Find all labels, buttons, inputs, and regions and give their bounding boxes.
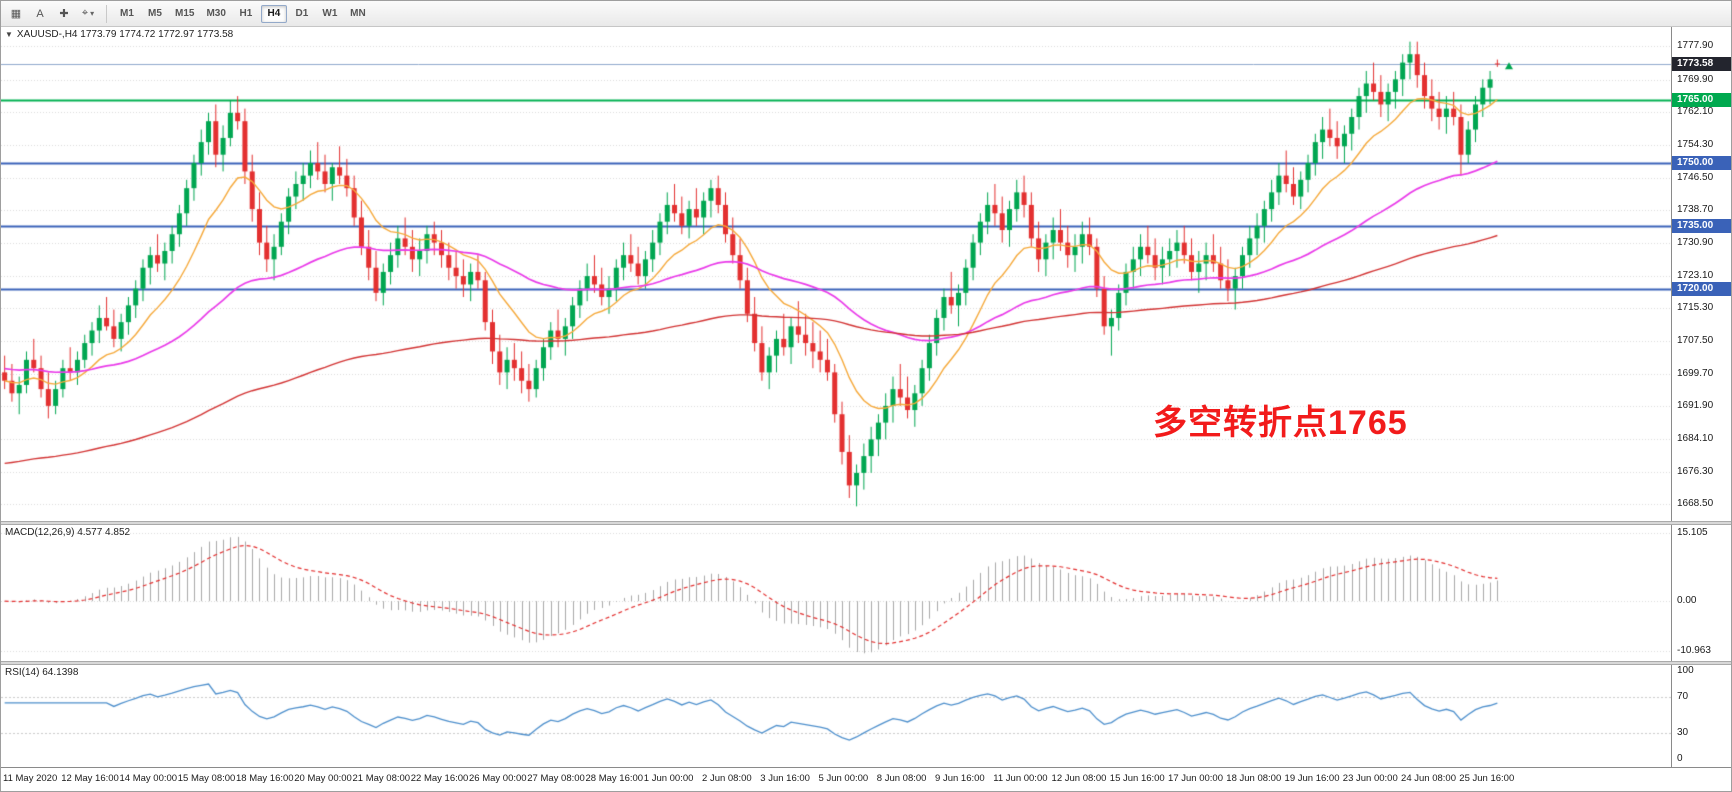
price-tag: 1720.00 xyxy=(1672,281,1731,296)
panel-divider[interactable] xyxy=(1,521,1731,525)
axis-label: 30 xyxy=(1677,726,1689,738)
rsi-axis[interactable]: 100 70 30 0 xyxy=(1671,665,1731,767)
timeframe-button-m30[interactable]: M30 xyxy=(206,8,226,19)
price-tag: 1735.00 xyxy=(1672,218,1731,233)
axis-label: 1777.90 xyxy=(1677,40,1714,52)
time-axis-label: 27 May 08:00 xyxy=(527,773,585,784)
axis-label: 1754.30 xyxy=(1677,139,1714,151)
axis-label: 70 xyxy=(1677,691,1689,703)
rsi-canvas[interactable] xyxy=(1,665,1671,767)
timeframe-button-w1[interactable]: W1 xyxy=(322,8,338,19)
time-axis-label: 8 Jun 08:00 xyxy=(876,773,927,784)
axis-label: 1723.10 xyxy=(1677,269,1714,281)
axis-label: 1691.90 xyxy=(1677,400,1714,412)
rsi-panel: RSI(14) 64.1398 100 70 30 0 xyxy=(1,665,1731,767)
time-axis-label: 23 Jun 00:00 xyxy=(1342,773,1398,784)
timeframe-button-h1[interactable]: H1 xyxy=(239,8,253,19)
timeframe-button-m5[interactable]: M5 xyxy=(148,8,162,19)
symbol-ohlc-line: ▼ XAUUSD-,H4 1773.79 1774.72 1772.97 177… xyxy=(5,29,233,40)
axis-label: 1676.30 xyxy=(1677,465,1714,477)
axis-label: 1769.90 xyxy=(1677,73,1714,85)
chevron-down-icon[interactable]: ▼ xyxy=(5,30,13,39)
time-axis-label: 24 Jun 08:00 xyxy=(1401,773,1456,784)
price-axis[interactable]: 1777.90 1769.90 1762.10 1754.30 1746.50 1738.… xyxy=(1671,27,1731,521)
axis-label: 15.105 xyxy=(1677,526,1708,538)
time-axis-label: 18 Jun 08:00 xyxy=(1226,773,1282,784)
toolbar: ▦ A ✚ ⌖ ▾ M1 M5 M15 M30 H1 H4 D1 W1 MN xyxy=(1,1,1731,27)
axis-label: 1746.50 xyxy=(1677,171,1714,183)
axis-label: 1699.70 xyxy=(1677,367,1714,379)
macd-label: MACD(12,26,9) 4.577 4.852 xyxy=(5,527,130,538)
axis-label: 1668.50 xyxy=(1677,498,1714,510)
line-tools-icon[interactable]: ⌖ ▾ xyxy=(81,7,95,19)
macd-axis[interactable]: 15.105 0.00 -10.963 xyxy=(1671,525,1731,661)
macd-panel: MACD(12,26,9) 4.577 4.852 15.105 0.00 -10.… xyxy=(1,525,1731,661)
rsi-label: RSI(14) 64.1398 xyxy=(5,667,78,678)
axis-label: -10.963 xyxy=(1677,644,1711,656)
macd-label-text: MACD(12,26,9) 4.577 4.852 xyxy=(5,527,131,538)
time-axis-label: 11 Jun 00:00 xyxy=(993,773,1048,784)
time-axis-label: 19 Jun 16:00 xyxy=(1284,773,1340,784)
timeframe-button-mn[interactable]: MN xyxy=(350,8,366,19)
timeframe-button-h4[interactable]: H4 xyxy=(260,4,287,23)
time-axis-label: 22 May 16:00 xyxy=(410,773,469,784)
time-axis-label: 20 May 00:00 xyxy=(294,773,352,784)
axis-label: 1762.10 xyxy=(1677,106,1714,118)
axis-label: 1707.50 xyxy=(1677,334,1714,346)
chart-text-annotation: 多空转折点1765 xyxy=(1153,404,1408,442)
axis-label: 1730.90 xyxy=(1677,237,1714,249)
symbol-ohlc-text: XAUUSD-,H4 1773.79 1774.72 1772.97 1773.… xyxy=(16,29,234,40)
toolbar-separator xyxy=(106,4,107,23)
axis-label: 0.00 xyxy=(1677,595,1697,607)
chevron-down-icon[interactable]: ▾ xyxy=(90,9,95,18)
time-axis-label: 9 Jun 16:00 xyxy=(935,773,985,784)
chart-tile-icon[interactable]: ▦ xyxy=(10,8,22,20)
main-chart-panel: ▼ XAUUSD-,H4 1773.79 1774.72 1772.97 177… xyxy=(1,27,1731,521)
time-axis-label: 12 Jun 08:00 xyxy=(1051,773,1107,784)
time-axis-label: 28 May 16:00 xyxy=(585,773,644,784)
time-axis-label: 17 Jun 00:00 xyxy=(1168,773,1223,784)
timeframe-button-m15[interactable]: M15 xyxy=(175,8,195,19)
time-axis-label: 18 May 16:00 xyxy=(236,773,294,784)
time-axis-label: 5 Jun 00:00 xyxy=(818,773,869,784)
time-axis-label: 11 May 2020 xyxy=(3,773,58,784)
time-axis-label: 1 Jun 00:00 xyxy=(643,773,694,784)
timeframe-button-d1[interactable]: D1 xyxy=(295,8,309,19)
time-axis-label: 15 May 08:00 xyxy=(177,773,236,784)
cursor-tool-icon[interactable]: A xyxy=(36,7,44,20)
macd-canvas[interactable] xyxy=(1,525,1671,661)
price-tag: 1765.00 xyxy=(1672,93,1731,108)
time-axis-label: 12 May 16:00 xyxy=(61,773,119,784)
time-axis-label: 21 May 08:00 xyxy=(352,773,411,784)
time-axis-label: 3 Jun 16:00 xyxy=(760,773,810,784)
time-axis-label: 15 Jun 16:00 xyxy=(1109,773,1165,784)
axis-label: 100 xyxy=(1677,665,1694,676)
main-chart-canvas[interactable] xyxy=(1,27,1671,521)
rsi-label-text: RSI(14) 64.1398 xyxy=(5,667,79,678)
crosshair-icon[interactable]: ✚ xyxy=(59,8,69,20)
time-axis-label: 2 Jun 08:00 xyxy=(702,773,752,784)
time-axis-label: 25 Jun 16:00 xyxy=(1459,773,1515,784)
time-axis[interactable]: 11 May 2020 12 May 16:00 14 May 00:00 15 Ma… xyxy=(1,767,1731,791)
axis-label: 1684.10 xyxy=(1677,432,1714,444)
axis-label: 1738.70 xyxy=(1677,204,1714,216)
axis-label: 1715.30 xyxy=(1677,302,1714,314)
panel-divider[interactable] xyxy=(1,661,1731,665)
timeframe-button-m1[interactable]: M1 xyxy=(120,8,134,19)
price-tag: 1750.00 xyxy=(1672,156,1731,171)
time-axis-label: 26 May 00:00 xyxy=(469,773,527,784)
price-tag: 1773.58 xyxy=(1672,57,1731,72)
axis-label: 0 xyxy=(1677,753,1683,764)
time-axis-label: 14 May 00:00 xyxy=(119,773,178,784)
